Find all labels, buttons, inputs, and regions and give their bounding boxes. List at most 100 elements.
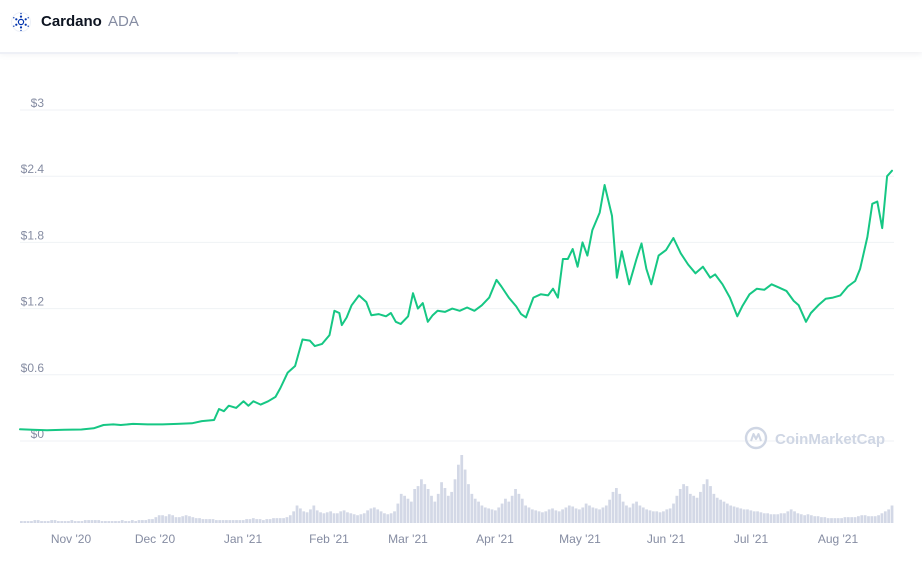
x-axis-labels: Nov '20 Dec '20 Jan '21 Feb '21 Mar '21 Apr '… — [51, 532, 859, 546]
y-tick-label: $0.6 — [21, 361, 45, 375]
volume-bar — [258, 519, 262, 523]
volume-bar — [137, 520, 141, 523]
volume-bar — [262, 520, 265, 523]
volume-bar — [359, 514, 363, 523]
volume-bar — [614, 488, 618, 523]
volume-bar — [90, 520, 94, 523]
volume-bar — [497, 507, 501, 523]
volume-bar — [225, 520, 228, 523]
volume-bar — [685, 486, 689, 523]
volume-bar — [214, 520, 218, 523]
volume-bar — [366, 510, 369, 523]
volume-bar — [806, 514, 810, 523]
volume-bar — [867, 516, 870, 523]
volume-bar — [396, 503, 400, 523]
chart-watermark: CoinMarketCap — [744, 426, 885, 450]
volume-bar — [184, 515, 188, 523]
volume-bar — [399, 493, 403, 523]
x-tick-label: Dec '20 — [135, 532, 176, 546]
volume-bar — [23, 521, 27, 523]
volume-bar — [463, 469, 467, 523]
volume-bar — [588, 505, 591, 523]
volume-bar — [530, 509, 534, 523]
volume-bar — [56, 521, 60, 523]
volume-bar — [557, 511, 561, 523]
volume-bar — [181, 516, 185, 523]
volume-bar — [561, 509, 564, 523]
volume-bar — [221, 520, 225, 523]
volume-bar — [813, 516, 817, 523]
volume-bar — [796, 513, 800, 523]
x-tick-label: Feb '21 — [309, 532, 349, 546]
volume-bar — [50, 520, 54, 523]
volume-bar — [423, 484, 427, 523]
volume-bar — [591, 507, 595, 523]
volume-bar — [843, 517, 847, 523]
volume-bar — [114, 521, 117, 523]
volume-bar — [312, 505, 316, 523]
volume-bar — [177, 517, 181, 523]
volume-bar — [433, 501, 437, 523]
volume-bar — [483, 507, 487, 523]
volume-bar — [668, 508, 672, 523]
volume-bar — [672, 503, 675, 523]
volume-bar — [241, 520, 245, 523]
volume-bar — [104, 521, 107, 523]
volume-bar — [453, 479, 457, 523]
y-tick-label: $1.8 — [21, 228, 45, 242]
volume-bar — [188, 516, 191, 523]
volume-bar — [26, 521, 30, 523]
volume-bar — [194, 518, 198, 523]
volume-bar — [268, 519, 272, 523]
volume-bar — [645, 509, 649, 523]
volume-bar — [356, 515, 359, 523]
volume-bar — [816, 516, 820, 523]
volume-bar — [299, 508, 302, 523]
coin-header: Cardano ADA — [0, 0, 922, 52]
volume-bar — [329, 511, 333, 523]
volume-bar — [335, 513, 339, 523]
volume-bar — [820, 517, 823, 523]
volume-bar — [413, 489, 417, 523]
volume-bar — [379, 511, 383, 523]
coinmarketcap-logo-icon — [744, 426, 768, 450]
volume-bar — [124, 521, 127, 523]
volume-bar — [510, 495, 514, 523]
volume-bar — [850, 517, 854, 523]
x-tick-label: Jul '21 — [734, 532, 769, 546]
y-tick-label: $1.2 — [21, 295, 45, 309]
volume-bar — [507, 501, 511, 523]
x-tick-label: Nov '20 — [51, 532, 92, 546]
volume-bar — [772, 514, 776, 523]
volume-bar — [504, 498, 507, 523]
volume-bar — [541, 512, 544, 523]
volume-bar — [887, 509, 891, 523]
volume-bar — [793, 511, 796, 523]
x-tick-label: Mar '21 — [388, 532, 428, 546]
volume-bar — [618, 493, 622, 523]
volume-bar — [389, 513, 393, 523]
x-tick-label: Apr '21 — [476, 532, 514, 546]
volume-bar — [601, 507, 605, 523]
chart-tab-indicator — [0, 52, 238, 54]
volume-bar — [46, 521, 50, 523]
volume-bar — [450, 491, 454, 523]
volume-bar — [705, 479, 709, 523]
volume-bar — [440, 482, 443, 523]
volume-bar — [628, 507, 632, 523]
volume-bar — [198, 518, 201, 523]
volume-bar — [134, 521, 138, 523]
volume-bar — [786, 511, 790, 523]
volume-bar — [67, 521, 70, 523]
volume-bar — [846, 517, 850, 523]
volume-bar — [517, 493, 521, 523]
volume-bar — [174, 517, 178, 523]
volume-bar — [93, 520, 97, 523]
volume-bar — [409, 501, 413, 523]
coin-name: Cardano — [41, 13, 102, 30]
volume-bar — [648, 510, 652, 523]
volume-bar — [890, 505, 894, 523]
volume-bar — [756, 511, 759, 523]
volume-bar — [470, 493, 474, 523]
